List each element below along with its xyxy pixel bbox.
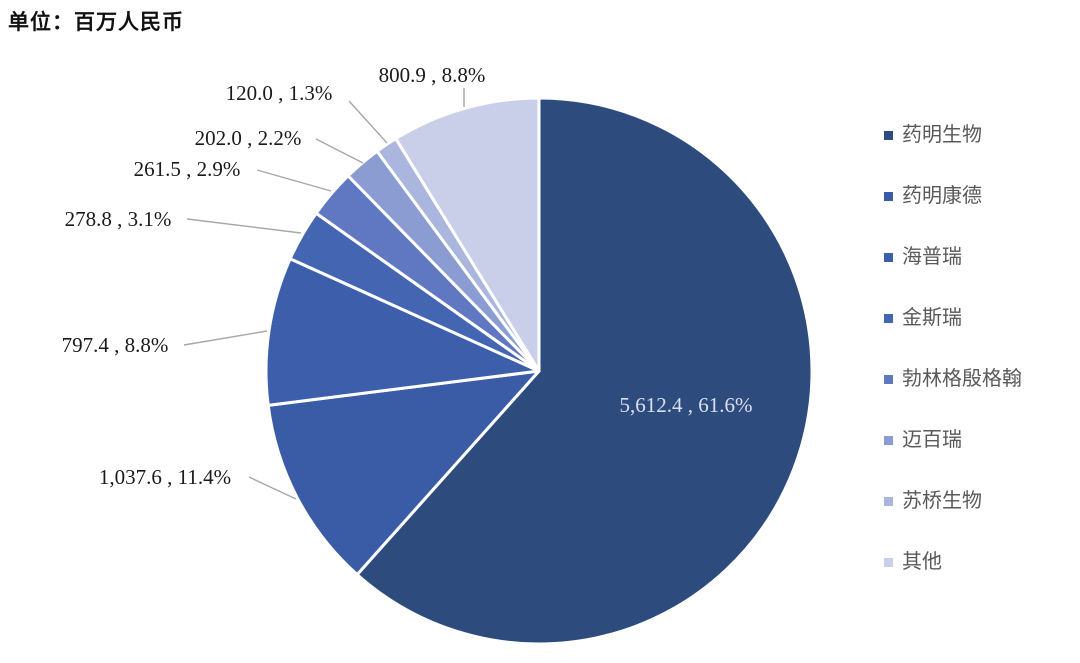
leader-line bbox=[248, 476, 297, 500]
leader-line bbox=[348, 100, 388, 144]
data-label-勃林格殷格翰: 261.5 , 2.9% bbox=[134, 157, 241, 181]
data-label-药明康德: 1,037.6 , 11.4% bbox=[99, 465, 231, 489]
data-label-苏桥生物: 120.0 , 1.3% bbox=[226, 81, 333, 105]
pie-slice-药明生物 bbox=[355, 96, 814, 646]
leader-line bbox=[315, 138, 364, 164]
leader-line bbox=[256, 169, 332, 192]
data-label-其他: 800.9 , 8.8% bbox=[379, 63, 486, 87]
leader-line bbox=[183, 330, 268, 346]
data-label-迈百瑞: 202.0 , 2.2% bbox=[195, 126, 302, 150]
data-label-海普瑞: 797.4 , 8.8% bbox=[62, 333, 169, 357]
pie-slice-其他 bbox=[394, 96, 541, 373]
data-label-金斯瑞: 278.8 , 3.1% bbox=[65, 207, 172, 231]
pie-slice-海普瑞 bbox=[264, 257, 541, 407]
chart-title: 单位：百万人民币 bbox=[8, 10, 184, 34]
leader-line bbox=[186, 218, 302, 234]
data-label-药明生物: 5,612.4 , 61.6% bbox=[620, 393, 753, 417]
pie-slice-药明康德 bbox=[266, 369, 541, 577]
